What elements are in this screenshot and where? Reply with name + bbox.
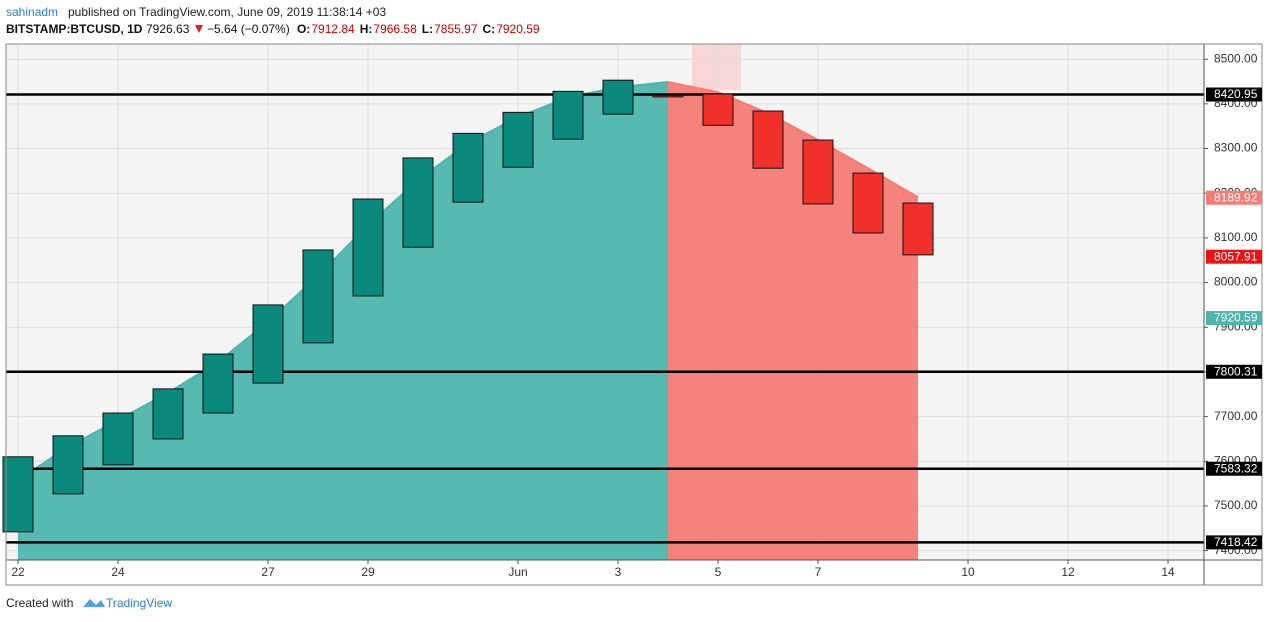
candle-body	[202, 353, 234, 414]
price-tag	[1206, 461, 1262, 476]
area	[18, 81, 668, 560]
price-tag-label: 7920.59	[1214, 311, 1258, 325]
x-tick-label: 14	[1161, 565, 1175, 579]
candle-body	[352, 198, 384, 297]
ohlc-value: 7912.84	[311, 22, 355, 36]
x-tick-label: 5	[715, 565, 722, 579]
y-tick-label: 8300.00	[1214, 141, 1258, 155]
footer-created: Created with	[6, 596, 73, 610]
highlight-band	[692, 44, 741, 90]
candle-body	[502, 111, 534, 168]
price-tag-label: 8057.91	[1214, 249, 1258, 263]
candle-body	[452, 132, 484, 203]
ohlc: O: 7912.84 H: 7966.58 L: 7855.97 C: 7920.59	[297, 22, 540, 36]
candle-body	[652, 94, 684, 98]
y-tick-label: 8000.00	[1214, 275, 1258, 289]
ohlc-label: O:	[297, 22, 310, 36]
y-tick-label: 7500.00	[1214, 498, 1258, 512]
price-tag	[1206, 87, 1262, 102]
price-tag-label: 7583.32	[1214, 461, 1258, 475]
price-tag	[1206, 535, 1262, 550]
ohlc-value: 7966.58	[373, 22, 417, 36]
price-tag	[1206, 364, 1262, 379]
candle-body	[402, 157, 434, 248]
x-tick-label: 12	[1061, 565, 1075, 579]
y-tick-label: 8100.00	[1214, 230, 1258, 244]
candle-body	[152, 388, 184, 440]
candle-body	[52, 435, 84, 495]
price-tag	[1206, 311, 1262, 326]
x-tick-label: 29	[361, 565, 375, 579]
symbol: BITSTAMP:BTCUSD, 1D	[6, 22, 143, 36]
down-arrow	[195, 25, 203, 33]
candle-body	[702, 93, 734, 126]
ohlc-value: 7855.97	[434, 22, 478, 36]
x-tick-label: 3	[615, 565, 622, 579]
footer-brand[interactable]: TradingView	[106, 596, 172, 610]
candle-body	[252, 304, 284, 384]
x-tick-label: 24	[111, 565, 125, 579]
x-tick-label: 27	[261, 565, 275, 579]
x-tick-label: Jun	[508, 565, 527, 579]
price-tag-label: 8420.95	[1214, 87, 1258, 101]
x-tick-label: 7	[815, 565, 822, 579]
price-tag-label: 7800.31	[1214, 364, 1258, 378]
candle-body	[602, 79, 634, 115]
published: published on TradingView.com, June 09, 2…	[68, 5, 386, 19]
change: −5.64 (−0.07%)	[207, 22, 290, 36]
candle-body	[2, 456, 34, 533]
candle-body	[802, 139, 834, 205]
candle-body	[102, 412, 134, 466]
ohlc-label: L:	[422, 22, 433, 36]
candle-body	[552, 90, 584, 140]
price-tag-label: 7418.42	[1214, 535, 1258, 549]
ohlc-label: C:	[483, 22, 496, 36]
last-price: 7926.63	[146, 22, 190, 36]
y-tick-label: 8500.00	[1214, 51, 1258, 65]
price-tag-label: 8189.92	[1214, 190, 1258, 204]
tv-logo	[83, 599, 105, 607]
y-tick-label: 7700.00	[1214, 409, 1258, 423]
x-tick-label: 10	[961, 565, 975, 579]
ohlc-label: H:	[360, 22, 373, 36]
author[interactable]: sahinadm	[6, 5, 58, 19]
ohlc-value: 7920.59	[496, 22, 540, 36]
price-tag	[1206, 190, 1262, 205]
plot: BTCUSD, 1DBitcoin / U.S. Dollar	[2, 44, 1204, 560]
candle-body	[852, 172, 884, 234]
x-tick-label: 22	[11, 565, 25, 579]
candle-body	[902, 202, 934, 256]
price-tag	[1206, 249, 1262, 264]
candle-body	[302, 249, 334, 344]
candle-body	[752, 110, 784, 169]
